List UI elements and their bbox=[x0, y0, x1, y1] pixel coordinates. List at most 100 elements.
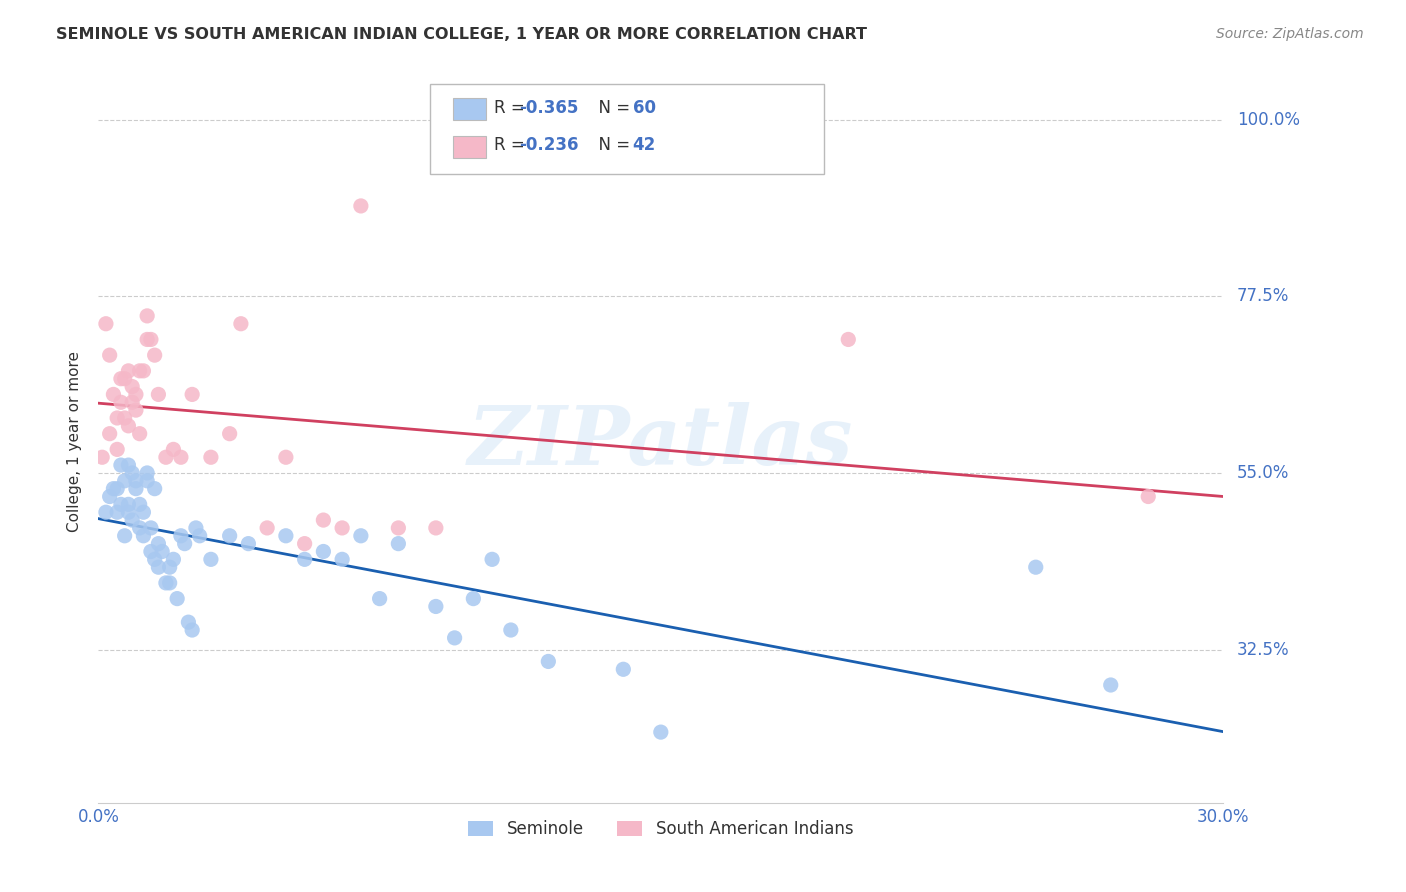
Point bbox=[150, 544, 173, 558]
Point bbox=[125, 482, 148, 496]
Point bbox=[139, 521, 162, 535]
Point bbox=[110, 458, 132, 472]
Point bbox=[218, 529, 240, 543]
Point bbox=[103, 387, 125, 401]
Point bbox=[155, 575, 177, 590]
Point bbox=[117, 505, 139, 519]
Point bbox=[143, 348, 166, 362]
Point bbox=[117, 418, 139, 433]
Point bbox=[200, 552, 222, 566]
Point bbox=[121, 513, 143, 527]
FancyBboxPatch shape bbox=[453, 98, 486, 120]
Text: 42: 42 bbox=[633, 136, 657, 154]
Point bbox=[425, 599, 447, 614]
Text: 77.5%: 77.5% bbox=[1237, 287, 1289, 305]
Point bbox=[274, 450, 297, 465]
Point bbox=[98, 490, 121, 504]
Point bbox=[128, 521, 150, 535]
Point bbox=[181, 387, 204, 401]
Point bbox=[312, 513, 335, 527]
Point bbox=[330, 521, 353, 535]
Point bbox=[110, 497, 132, 511]
Point bbox=[117, 364, 139, 378]
Point bbox=[98, 426, 121, 441]
Point bbox=[128, 497, 150, 511]
Point bbox=[94, 317, 117, 331]
Legend: Seminole, South American Indians: Seminole, South American Indians bbox=[461, 814, 860, 845]
Point bbox=[105, 411, 128, 425]
Text: R =: R = bbox=[495, 136, 530, 154]
Point bbox=[162, 552, 184, 566]
Point bbox=[1099, 678, 1122, 692]
Point bbox=[114, 529, 136, 543]
Point bbox=[105, 505, 128, 519]
Point bbox=[350, 529, 373, 543]
Point bbox=[200, 450, 222, 465]
Point bbox=[1025, 560, 1047, 574]
Point bbox=[499, 623, 522, 637]
Point bbox=[128, 426, 150, 441]
Point bbox=[537, 655, 560, 669]
Point bbox=[425, 521, 447, 535]
Point bbox=[387, 536, 409, 550]
Point bbox=[114, 372, 136, 386]
Text: 32.5%: 32.5% bbox=[1237, 640, 1289, 658]
Point bbox=[132, 364, 155, 378]
Text: N =: N = bbox=[588, 136, 636, 154]
Point bbox=[136, 309, 159, 323]
Point bbox=[368, 591, 391, 606]
Point bbox=[443, 631, 465, 645]
Point bbox=[143, 552, 166, 566]
Point bbox=[650, 725, 672, 739]
Point bbox=[170, 529, 193, 543]
FancyBboxPatch shape bbox=[430, 84, 824, 174]
Point bbox=[114, 411, 136, 425]
Point bbox=[1137, 490, 1160, 504]
Point bbox=[612, 662, 634, 676]
Point bbox=[136, 333, 159, 347]
Point bbox=[110, 395, 132, 409]
Text: N =: N = bbox=[588, 99, 636, 117]
Point bbox=[238, 536, 260, 550]
Point bbox=[218, 426, 240, 441]
Point bbox=[177, 615, 200, 630]
Point bbox=[312, 544, 335, 558]
Text: 100.0%: 100.0% bbox=[1237, 111, 1301, 128]
Point bbox=[121, 466, 143, 480]
Point bbox=[128, 364, 150, 378]
Point bbox=[114, 474, 136, 488]
Text: 60: 60 bbox=[633, 99, 655, 117]
Point bbox=[229, 317, 252, 331]
Point bbox=[162, 442, 184, 457]
Point bbox=[110, 372, 132, 386]
Point bbox=[173, 536, 195, 550]
Text: Source: ZipAtlas.com: Source: ZipAtlas.com bbox=[1216, 27, 1364, 41]
Point bbox=[148, 560, 170, 574]
Text: SEMINOLE VS SOUTH AMERICAN INDIAN COLLEGE, 1 YEAR OR MORE CORRELATION CHART: SEMINOLE VS SOUTH AMERICAN INDIAN COLLEG… bbox=[56, 27, 868, 42]
Point bbox=[148, 536, 170, 550]
Text: -0.365: -0.365 bbox=[519, 99, 578, 117]
Point bbox=[117, 497, 139, 511]
Point bbox=[387, 521, 409, 535]
Point bbox=[117, 458, 139, 472]
Point bbox=[103, 482, 125, 496]
Point bbox=[121, 379, 143, 393]
Text: ZIPatlas: ZIPatlas bbox=[468, 401, 853, 482]
Point bbox=[139, 333, 162, 347]
Point bbox=[91, 450, 114, 465]
Point bbox=[98, 348, 121, 362]
Point bbox=[166, 591, 188, 606]
Point bbox=[463, 591, 485, 606]
Point bbox=[94, 505, 117, 519]
Point bbox=[294, 536, 316, 550]
Point bbox=[350, 199, 373, 213]
Point bbox=[125, 474, 148, 488]
Point bbox=[143, 482, 166, 496]
Point bbox=[274, 529, 297, 543]
Point bbox=[132, 505, 155, 519]
Point bbox=[139, 544, 162, 558]
Y-axis label: College, 1 year or more: College, 1 year or more bbox=[67, 351, 83, 532]
Point bbox=[170, 450, 193, 465]
Point bbox=[159, 560, 181, 574]
FancyBboxPatch shape bbox=[453, 136, 486, 158]
